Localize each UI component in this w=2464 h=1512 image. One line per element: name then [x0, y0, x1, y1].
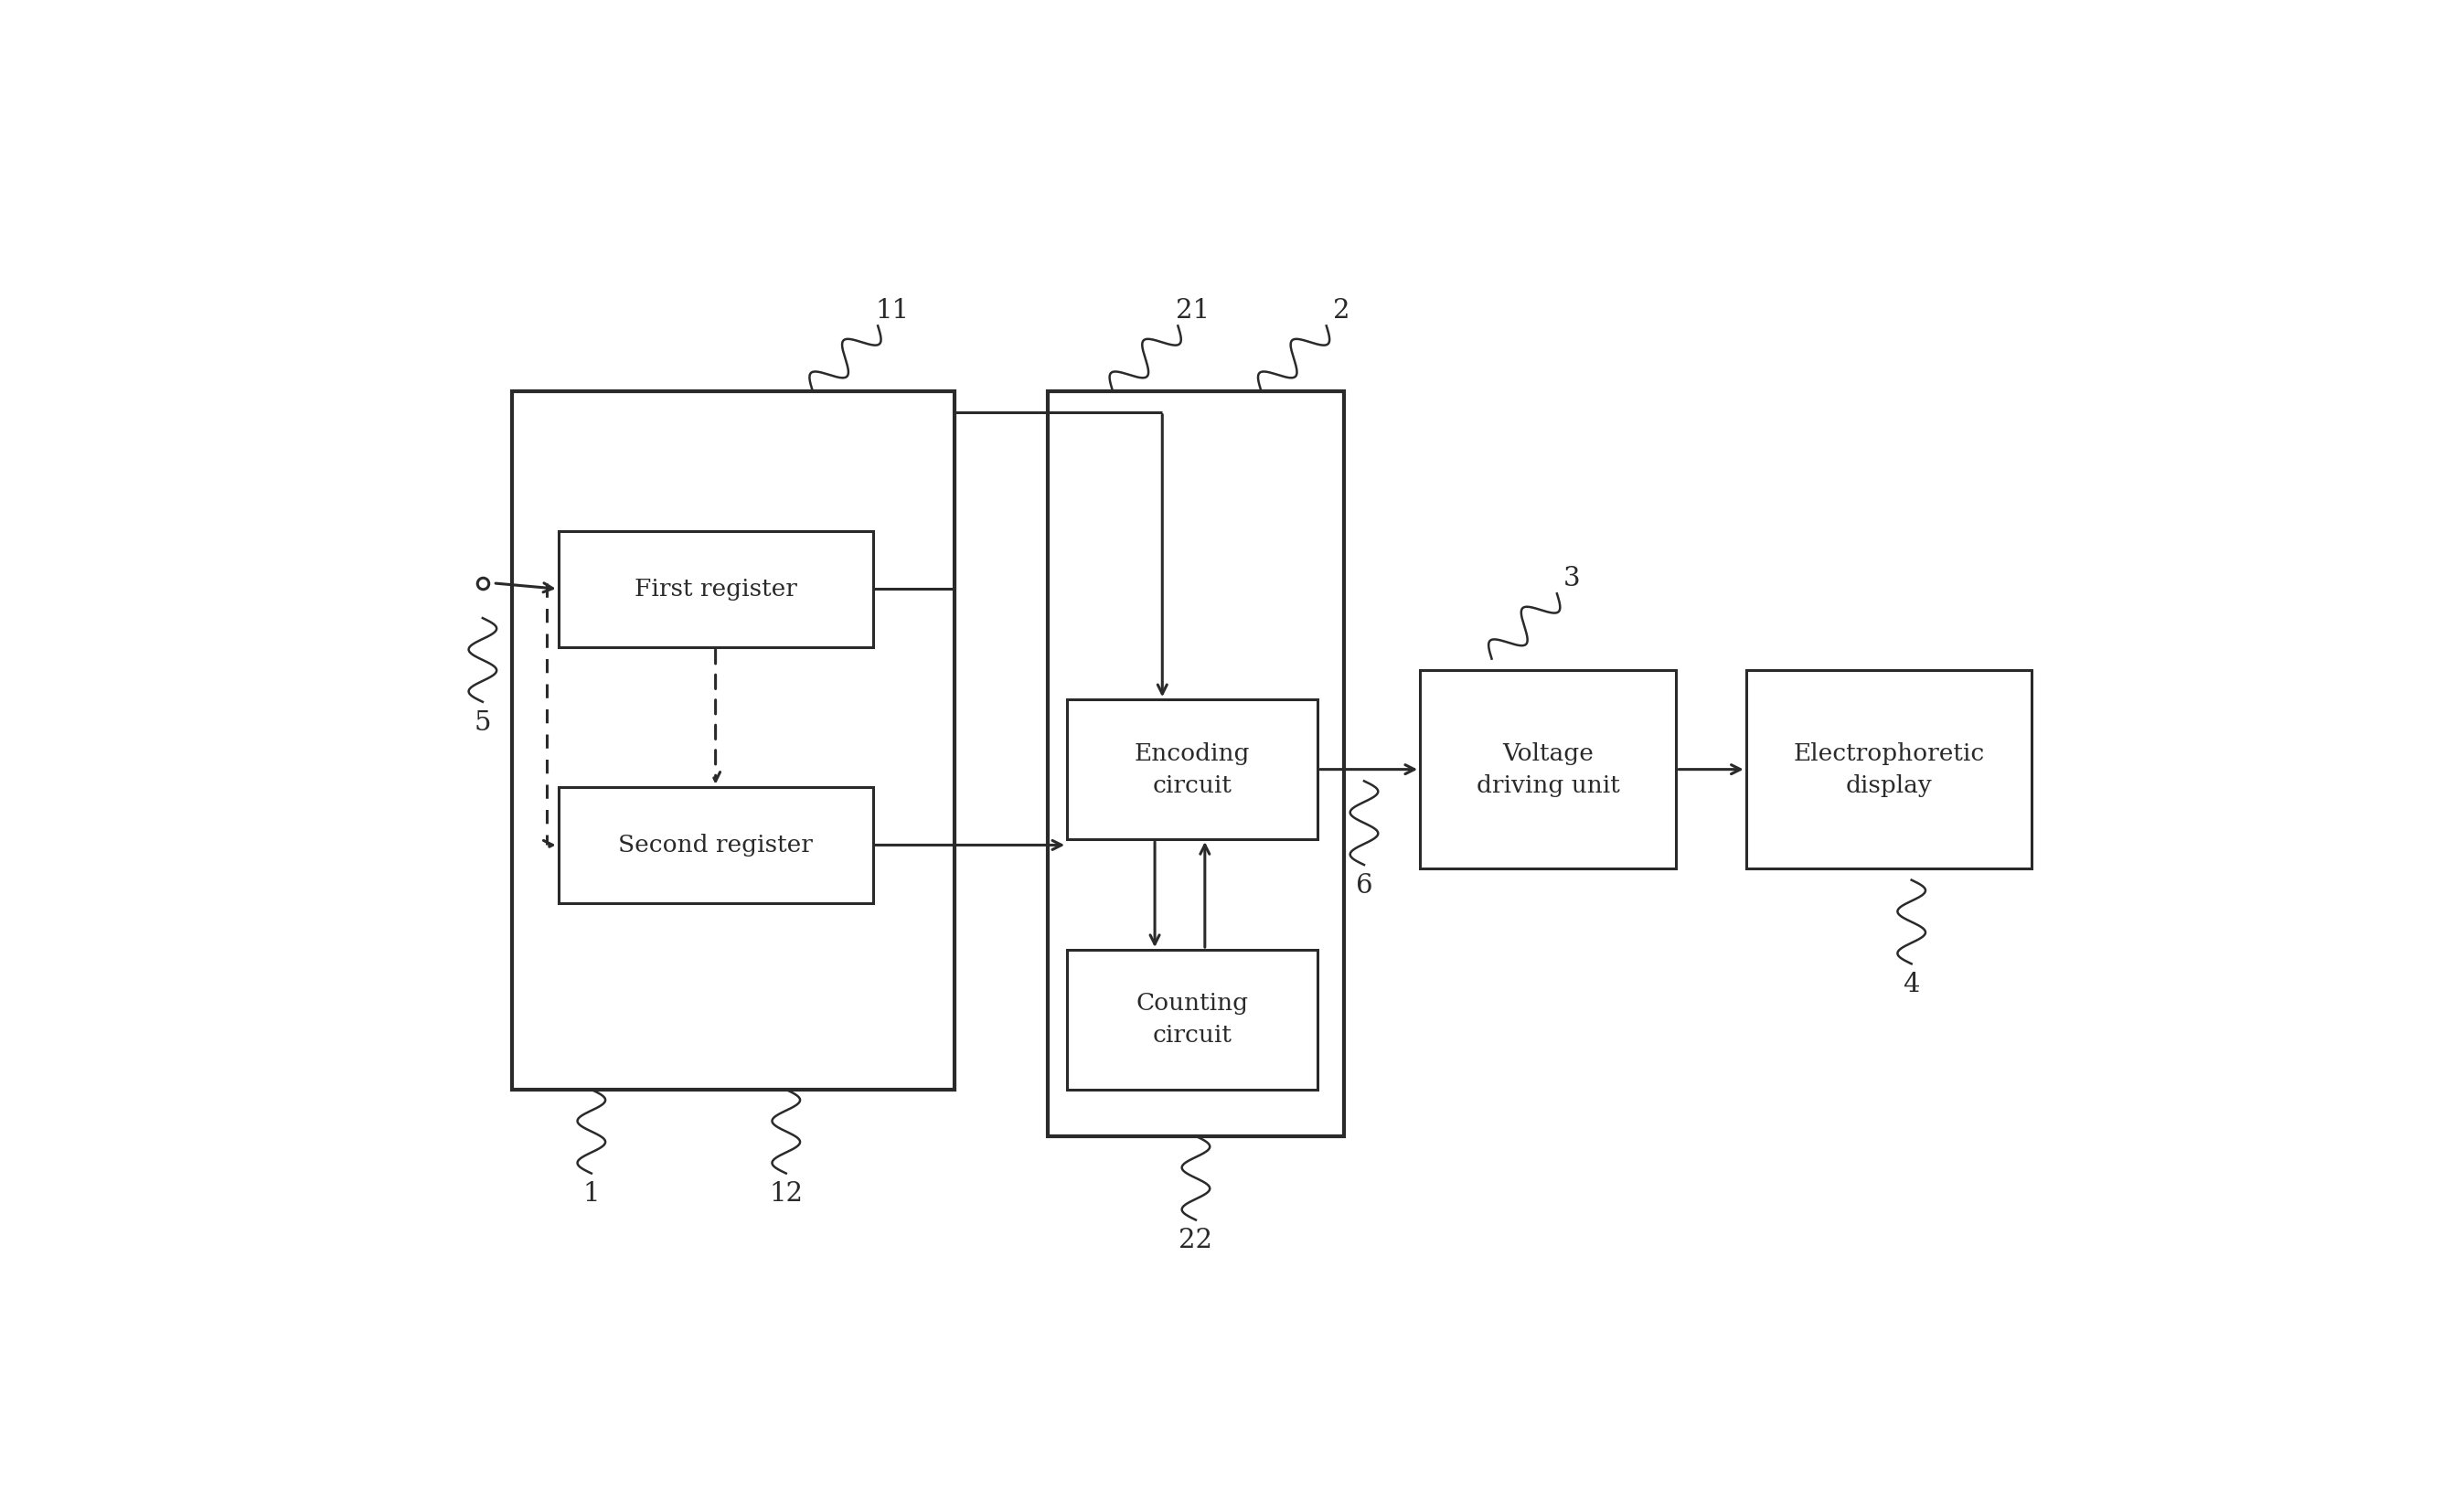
Bar	[1067, 950, 1318, 1090]
Text: Second register: Second register	[618, 833, 813, 856]
Bar	[1047, 392, 1345, 1136]
Text: 11: 11	[875, 298, 909, 324]
Bar	[559, 786, 872, 903]
Text: Counting
circuit: Counting circuit	[1136, 992, 1249, 1048]
Bar	[1747, 670, 2030, 868]
Bar	[1067, 700, 1318, 839]
Text: 4: 4	[1902, 972, 1919, 998]
Text: 1: 1	[584, 1181, 599, 1207]
Text: 2: 2	[1333, 298, 1350, 324]
Text: 6: 6	[1355, 872, 1372, 898]
Text: 12: 12	[769, 1181, 803, 1207]
Bar	[559, 531, 872, 647]
Bar	[1419, 670, 1676, 868]
Text: Encoding
circuit: Encoding circuit	[1133, 742, 1249, 797]
Text: Electrophoretic
display: Electrophoretic display	[1794, 742, 1984, 797]
Bar	[513, 392, 954, 1090]
Text: 5: 5	[473, 711, 490, 736]
Text: 22: 22	[1178, 1228, 1212, 1253]
Text: Voltage
driving unit: Voltage driving unit	[1476, 742, 1619, 797]
Text: 21: 21	[1175, 298, 1210, 324]
Text: 3: 3	[1562, 565, 1579, 591]
Text: First register: First register	[633, 578, 796, 600]
